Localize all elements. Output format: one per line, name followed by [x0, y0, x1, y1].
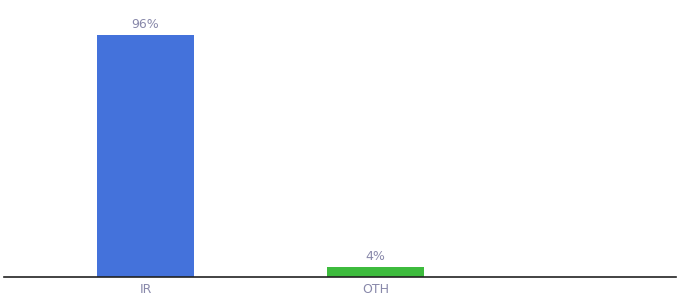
Text: 4%: 4% [365, 250, 386, 263]
Bar [327, 267, 424, 277]
Text: 96%: 96% [132, 18, 159, 31]
Bar [97, 34, 194, 277]
